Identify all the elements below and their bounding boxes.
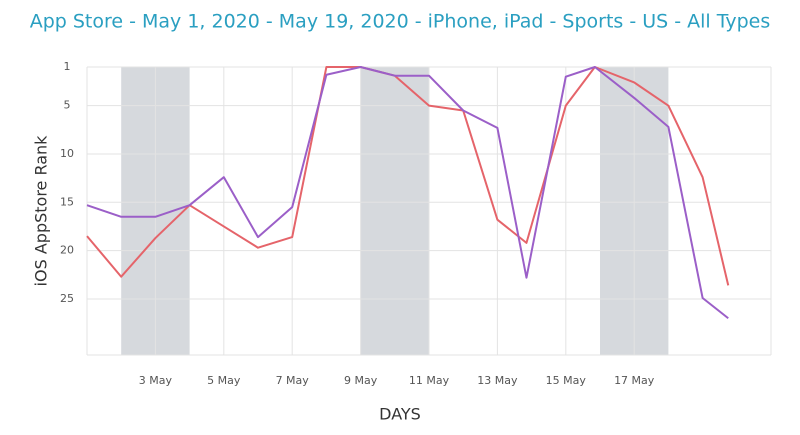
y-tick-label: 25 — [60, 292, 74, 305]
y-tick-label: 10 — [60, 147, 74, 160]
series-line — [86, 66, 729, 320]
y-axis-label: iOS AppStore Rank — [32, 135, 51, 287]
x-tick-label: 11 May — [409, 374, 450, 387]
y-tick-label: 20 — [60, 244, 74, 257]
chart-title: App Store - May 1, 2020 - May 19, 2020 -… — [30, 11, 771, 33]
x-tick-label: 7 May — [276, 374, 310, 387]
x-tick-label: 3 May — [139, 374, 173, 387]
x-axis-label: DAYS — [379, 405, 421, 424]
y-tick-label: 5 — [64, 99, 71, 112]
x-tick-label: 13 May — [477, 374, 518, 387]
series-line — [86, 66, 730, 286]
weekend-band — [360, 67, 429, 355]
y-tick-label: 1 — [64, 60, 71, 73]
x-tick-label: 17 May — [614, 374, 655, 387]
x-tick-label: 15 May — [546, 374, 587, 387]
x-tick-label: 5 May — [207, 374, 241, 387]
x-tick-label: 9 May — [344, 374, 378, 387]
y-tick-label: 15 — [60, 195, 74, 208]
